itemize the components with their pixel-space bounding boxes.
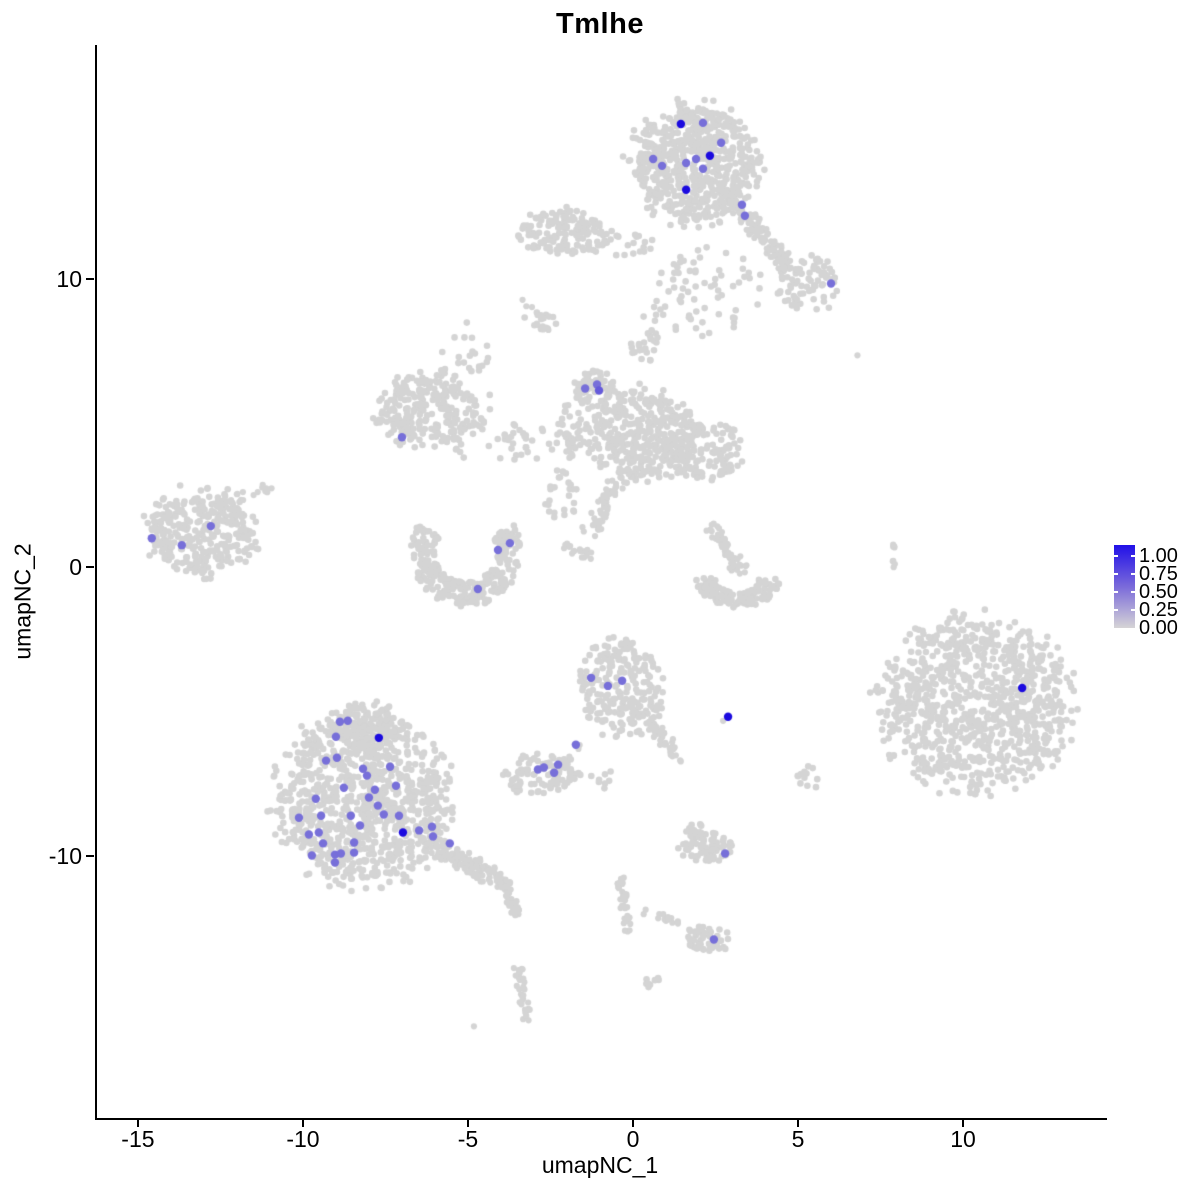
- legend-tick-label: 0.50: [1139, 581, 1178, 603]
- y-tick-mark: [86, 277, 94, 280]
- y-tick-label: 0: [69, 554, 82, 581]
- legend-notch: [1131, 609, 1135, 611]
- x-axis-label: umapNC_1: [541, 1152, 659, 1178]
- x-tick-mark: [632, 1119, 634, 1127]
- legend-tick-label: 0.25: [1139, 599, 1178, 621]
- x-tick-mark: [797, 1119, 800, 1127]
- legend-notch: [1131, 591, 1135, 593]
- legend-tick-label: 0.75: [1139, 563, 1178, 585]
- plot-panel: [95, 45, 1107, 1120]
- x-tick-mark: [136, 1119, 139, 1127]
- legend-gradient-bar: [1114, 545, 1135, 628]
- legend-notch: [1114, 555, 1118, 557]
- legend-notch: [1114, 573, 1118, 575]
- x-tick-mark: [962, 1119, 965, 1127]
- legend-tick-label: 0.00: [1139, 617, 1178, 639]
- x-tick-label: -10: [286, 1126, 320, 1152]
- x-tick-label: 10: [950, 1126, 976, 1152]
- y-tick-mark: [86, 566, 94, 569]
- x-tick-mark: [466, 1119, 469, 1127]
- x-tick-label: 0: [626, 1126, 640, 1152]
- y-tick-label: -10: [48, 842, 82, 869]
- y-tick-mark: [86, 854, 94, 857]
- legend-notch: [1131, 555, 1135, 557]
- x-tick-label: 5: [791, 1126, 805, 1152]
- legend-notch: [1114, 591, 1118, 593]
- legend-notch: [1114, 609, 1118, 611]
- legend-notch: [1131, 573, 1135, 575]
- x-tick-mark: [301, 1119, 304, 1127]
- y-axis-label: umapNC_2: [9, 543, 36, 660]
- chart-title: Tmlhe: [556, 8, 644, 40]
- x-tick-label: -15: [121, 1126, 155, 1152]
- x-tick-label: -5: [457, 1126, 479, 1152]
- y-tick-label: 10: [56, 265, 82, 292]
- legend-tick-label: 1.00: [1139, 545, 1178, 567]
